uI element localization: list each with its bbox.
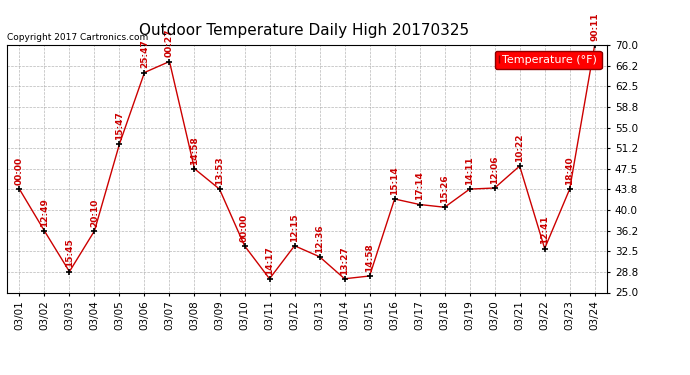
Text: 00:00: 00:00 <box>15 157 24 185</box>
Point <box>489 185 500 191</box>
Point <box>39 228 50 234</box>
Text: 18:40: 18:40 <box>565 156 574 185</box>
Text: 13:27: 13:27 <box>340 246 349 274</box>
Point <box>89 228 100 234</box>
Text: 12:06: 12:06 <box>490 155 499 184</box>
Text: 14:58: 14:58 <box>190 136 199 165</box>
Point <box>339 276 350 282</box>
Point <box>289 243 300 249</box>
Point <box>414 201 425 207</box>
Point <box>214 186 225 192</box>
Text: 20:10: 20:10 <box>90 198 99 227</box>
Text: 10:22: 10:22 <box>515 134 524 162</box>
Legend: Temperature (°F): Temperature (°F) <box>495 51 602 69</box>
Text: 14:11: 14:11 <box>465 156 474 185</box>
Text: 15:47: 15:47 <box>115 111 124 140</box>
Point <box>314 254 325 260</box>
Point <box>114 141 125 147</box>
Text: Outdoor Temperature Daily High 20170325: Outdoor Temperature Daily High 20170325 <box>139 22 469 38</box>
Point <box>389 196 400 202</box>
Point <box>189 166 200 172</box>
Text: 12:36: 12:36 <box>315 224 324 253</box>
Text: 12:49: 12:49 <box>40 198 49 227</box>
Text: 12:41: 12:41 <box>540 216 549 244</box>
Point <box>439 204 450 210</box>
Text: 15:14: 15:14 <box>390 166 399 195</box>
Point <box>64 268 75 274</box>
Point <box>139 69 150 75</box>
Text: 00:27: 00:27 <box>165 29 174 57</box>
Point <box>364 273 375 279</box>
Point <box>464 186 475 192</box>
Point <box>539 246 550 252</box>
Text: 15:45: 15:45 <box>65 238 74 267</box>
Point <box>164 58 175 64</box>
Text: 12:15: 12:15 <box>290 213 299 242</box>
Text: 00:00: 00:00 <box>240 213 249 242</box>
Point <box>264 276 275 282</box>
Point <box>14 186 25 192</box>
Text: 13:53: 13:53 <box>215 156 224 185</box>
Text: 15:26: 15:26 <box>440 174 449 203</box>
Text: Copyright 2017 Cartronics.com: Copyright 2017 Cartronics.com <box>7 33 148 42</box>
Text: 90:11: 90:11 <box>590 12 599 41</box>
Text: 17:14: 17:14 <box>415 171 424 200</box>
Point <box>514 163 525 169</box>
Text: 14:17: 14:17 <box>265 246 274 274</box>
Point <box>589 42 600 48</box>
Point <box>239 243 250 249</box>
Text: 14:58: 14:58 <box>365 243 374 272</box>
Text: 25:47: 25:47 <box>140 39 149 68</box>
Point <box>564 186 575 192</box>
